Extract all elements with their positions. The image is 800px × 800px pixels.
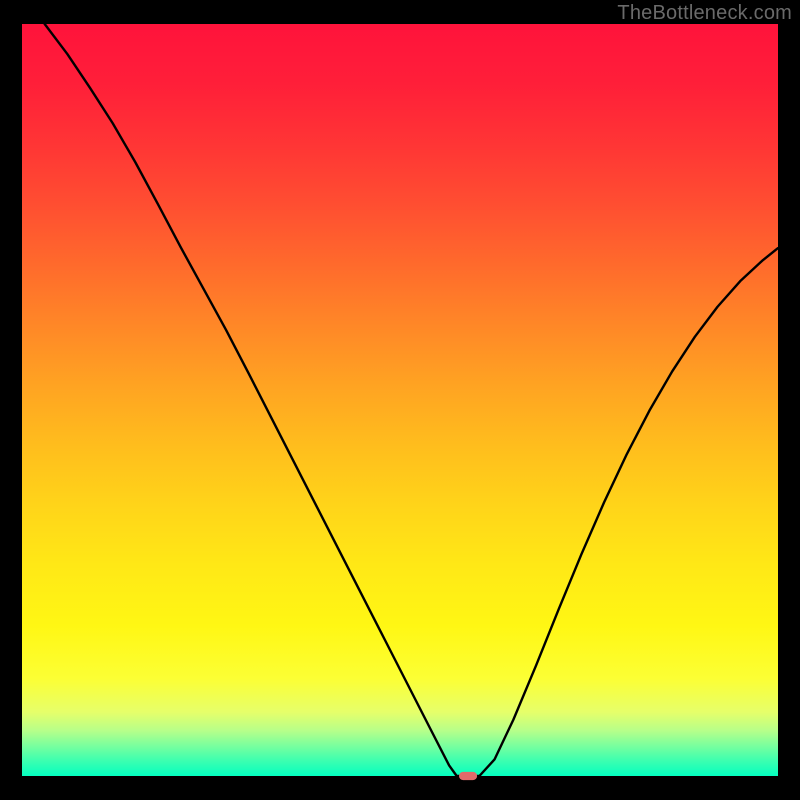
watermark-text: TheBottleneck.com [617,2,792,25]
bottleneck-chart [0,0,800,800]
chart-frame: TheBottleneck.com [0,0,800,800]
